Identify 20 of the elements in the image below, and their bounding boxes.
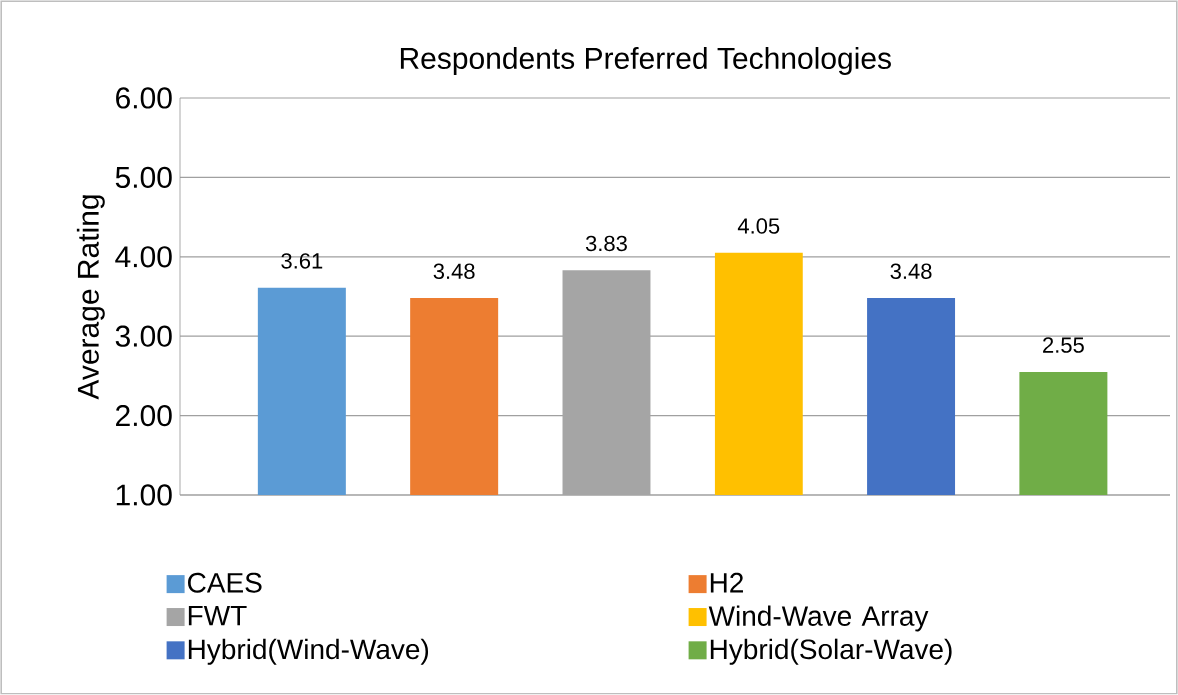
y-tick-label: 5.00 — [115, 166, 172, 189]
y-axis-title: Average Rating — [76, 195, 105, 400]
data-label: 3.61 — [281, 253, 323, 269]
data-label: 3.48 — [433, 263, 475, 280]
legend-label: H2 — [710, 572, 743, 593]
legend-label: FWT — [188, 605, 247, 626]
y-tick-label: 6.00 — [116, 87, 172, 109]
data-label: 3.83 — [585, 235, 627, 252]
y-tick-label: 3.00 — [115, 325, 172, 347]
legend-label: Hybrid(Wind-Wave) — [188, 638, 429, 665]
data-label: 4.05 — [737, 218, 780, 234]
y-tick-label: 4.00 — [115, 246, 172, 268]
data-label: 2.55 — [1043, 337, 1084, 353]
legend-label: Hybrid(Solar-Wave) — [710, 638, 952, 665]
data-label: 3.48 — [890, 263, 932, 280]
legend-label: CAES — [188, 572, 262, 593]
chart-title: Respondents Preferred Technologies — [400, 46, 891, 75]
y-tick-label: 1.00 — [116, 484, 172, 506]
y-tick-label: 2.00 — [116, 404, 172, 427]
legend-label: Wind-Wave Array — [708, 605, 929, 632]
